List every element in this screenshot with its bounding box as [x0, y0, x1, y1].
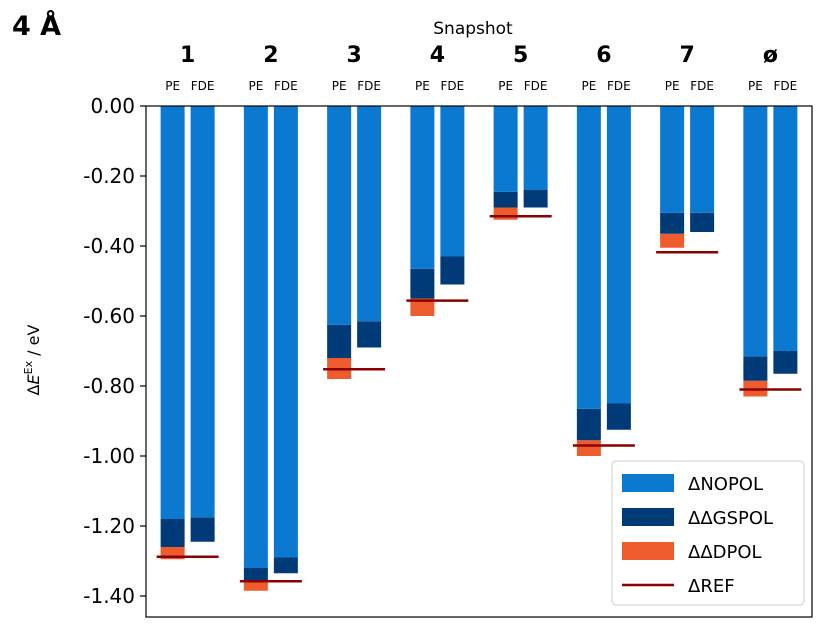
legend-swatch	[622, 542, 674, 560]
bar-ddpol	[660, 233, 685, 248]
bar-dnopol	[690, 106, 715, 213]
y-tick-label: -0.80	[83, 374, 135, 398]
legend-label: ΔREF	[688, 576, 735, 597]
y-axis-label-e: E	[24, 373, 43, 384]
bar-dnopol	[743, 106, 768, 357]
bar-ddgspol	[576, 408, 601, 441]
method-label-fde: FDE	[191, 79, 215, 93]
y-tick-label: -1.40	[83, 584, 135, 608]
bar-dnopol	[273, 106, 298, 558]
bar-dnopol	[357, 106, 382, 322]
method-label-pe: PE	[748, 79, 763, 93]
method-label-fde: FDE	[274, 79, 298, 93]
bar-ddgspol	[160, 519, 185, 547]
bar-ddgspol	[327, 324, 352, 358]
legend-label: ΔΔDPOL	[688, 542, 762, 563]
y-axis-label-sup: Ex	[22, 360, 35, 374]
bar-ddpol	[410, 298, 435, 316]
snapshot-label-6: 6	[596, 43, 611, 68]
method-label-pe: PE	[165, 79, 180, 93]
method-label-pe: PE	[248, 79, 263, 93]
bar-ddpol	[493, 207, 518, 220]
bar-dnopol	[606, 106, 631, 404]
bar-ddgspol	[743, 356, 768, 381]
legend-swatch	[622, 508, 674, 526]
bar-dnopol	[523, 106, 548, 190]
method-label-fde: FDE	[524, 79, 548, 93]
method-label-fde: FDE	[690, 79, 714, 93]
method-label-fde: FDE	[357, 79, 381, 93]
y-tick-label: -0.40	[83, 234, 135, 258]
snapshot-label-5: 5	[513, 43, 528, 68]
bar-dnopol	[190, 106, 215, 518]
panel-label: 4 Å	[12, 10, 61, 42]
y-tick-label: -0.60	[83, 304, 135, 328]
method-label-fde: FDE	[774, 79, 798, 93]
snapshot-label-4: 4	[430, 43, 445, 68]
snapshot-label-2: 2	[263, 43, 278, 68]
bar-dnopol	[410, 106, 435, 269]
bar-dnopol	[243, 106, 268, 568]
method-label-pe: PE	[581, 79, 596, 93]
y-tick-label: -1.00	[83, 444, 135, 468]
method-label-pe: PE	[498, 79, 513, 93]
method-label-pe: PE	[332, 79, 347, 93]
bar-dnopol	[327, 106, 352, 325]
method-label-pe: PE	[415, 79, 430, 93]
bar-ddgspol	[410, 268, 435, 299]
axes-frame	[145, 105, 813, 618]
legend-swatch	[622, 474, 674, 492]
bar-dnopol	[576, 106, 601, 409]
snapshot-label-8: ø	[763, 43, 778, 68]
chart-title: Snapshot	[433, 19, 513, 39]
legend-label: ΔΔGSPOL	[688, 508, 773, 529]
bar-ddgspol	[440, 256, 465, 285]
y-axis-label: ΔEEx / eV	[22, 325, 43, 396]
bar-ddgspol	[660, 212, 685, 234]
bar-dnopol	[440, 106, 465, 257]
bar-ddgspol	[357, 321, 382, 348]
bar-dnopol	[773, 106, 798, 351]
y-axis-label-unit: / eV	[24, 325, 43, 361]
bar-ddgspol	[690, 212, 715, 232]
y-axis-label-delta: Δ	[24, 384, 43, 395]
bar-ddgspol	[273, 557, 298, 574]
method-label-fde: FDE	[607, 79, 631, 93]
snapshot-label-3: 3	[346, 43, 361, 68]
method-label-pe: PE	[665, 79, 680, 93]
bar-ddpol	[243, 580, 268, 591]
bar-dnopol	[660, 106, 685, 213]
snapshot-label-1: 1	[180, 43, 195, 68]
bar-ddgspol	[493, 191, 518, 208]
y-tick-label: 0.00	[90, 94, 135, 118]
legend-label: ΔNOPOL	[688, 474, 763, 495]
bar-dnopol	[493, 106, 518, 192]
bar-ddgspol	[773, 351, 798, 374]
bar-dnopol	[160, 106, 185, 519]
legend: ΔNOPOL ΔΔGSPOL ΔΔDPOL ΔREF	[611, 460, 805, 606]
legend-box	[611, 460, 805, 606]
snapshot-label-7: 7	[679, 43, 694, 68]
bar-ddpol	[576, 440, 601, 456]
bar-ddgspol	[243, 568, 268, 581]
bar-ddgspol	[606, 403, 631, 430]
method-label-fde: FDE	[441, 79, 465, 93]
y-tick-label: -0.20	[83, 164, 135, 188]
bar-ddgspol	[523, 190, 548, 208]
bar-ddgspol	[190, 517, 215, 542]
y-tick-label: -1.20	[83, 514, 135, 538]
